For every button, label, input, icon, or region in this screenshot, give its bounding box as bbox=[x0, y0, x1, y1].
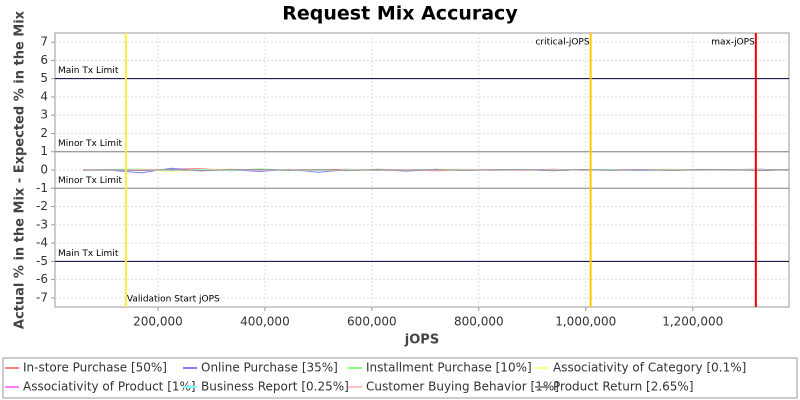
y-tick-label: -5 bbox=[36, 254, 48, 268]
y-tick-label: -4 bbox=[36, 236, 48, 250]
y-tick-label: -3 bbox=[36, 217, 48, 231]
y-tick-label: 6 bbox=[40, 53, 48, 67]
marker-label: critical-jOPS bbox=[535, 38, 589, 48]
x-tick-label: 400,000 bbox=[240, 315, 290, 329]
legend-label: Customer Buying Behavior [1%] bbox=[366, 380, 559, 394]
legend-label: Installment Purchase [10%] bbox=[366, 361, 532, 375]
marker-label: max-jOPS bbox=[711, 38, 755, 48]
y-tick-label: 3 bbox=[40, 108, 48, 122]
marker-label: Validation Start jOPS bbox=[127, 295, 220, 305]
x-axis-label: jOPS bbox=[404, 333, 439, 348]
limit-label: Main Tx Limit bbox=[58, 249, 119, 259]
x-tick-label: 800,000 bbox=[454, 315, 504, 329]
series-line bbox=[83, 169, 790, 172]
y-tick-label: 2 bbox=[40, 126, 48, 140]
legend-label: Associativity of Product [1%] bbox=[23, 380, 196, 394]
x-tick-label: 200,000 bbox=[133, 315, 183, 329]
legend-label: Product Return [2.65%] bbox=[553, 380, 694, 394]
legend-label: Online Purchase [35%] bbox=[201, 361, 338, 375]
y-tick-label: 4 bbox=[40, 89, 48, 103]
legend bbox=[2, 357, 798, 399]
y-tick-label: -7 bbox=[36, 290, 48, 304]
y-tick-label: 5 bbox=[40, 71, 48, 85]
y-tick-label: -6 bbox=[36, 272, 48, 286]
limit-label: Minor Tx Limit bbox=[58, 176, 123, 186]
y-tick-label: -2 bbox=[36, 199, 48, 213]
y-tick-label: 7 bbox=[40, 35, 48, 49]
legend-label: Business Report [0.25%] bbox=[201, 380, 349, 394]
y-tick-label: -1 bbox=[36, 181, 48, 195]
y-tick-label: 0 bbox=[40, 163, 48, 177]
limit-label: Main Tx Limit bbox=[58, 66, 119, 76]
x-tick-label: 600,000 bbox=[347, 315, 397, 329]
x-tick-label: 1,000,000 bbox=[555, 315, 616, 329]
limit-label: Minor Tx Limit bbox=[58, 139, 123, 149]
y-tick-label: 1 bbox=[40, 144, 48, 158]
y-axis-label: Actual % in the Mix - Expected % in the … bbox=[13, 10, 28, 329]
legend-label: Associativity of Category [0.1%] bbox=[553, 361, 746, 375]
legend-label: In-store Purchase [50%] bbox=[23, 361, 167, 375]
chart-title: Request Mix Accuracy bbox=[282, 3, 518, 25]
x-tick-label: 1,200,000 bbox=[662, 315, 723, 329]
